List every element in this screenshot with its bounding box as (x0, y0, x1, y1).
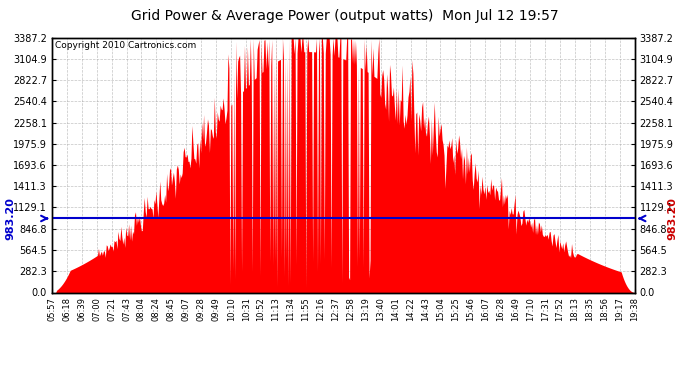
Text: 983.20: 983.20 (668, 197, 678, 240)
Text: Grid Power & Average Power (output watts)  Mon Jul 12 19:57: Grid Power & Average Power (output watts… (131, 9, 559, 23)
Text: Copyright 2010 Cartronics.com: Copyright 2010 Cartronics.com (55, 41, 196, 50)
Text: 983.20: 983.20 (6, 197, 15, 240)
